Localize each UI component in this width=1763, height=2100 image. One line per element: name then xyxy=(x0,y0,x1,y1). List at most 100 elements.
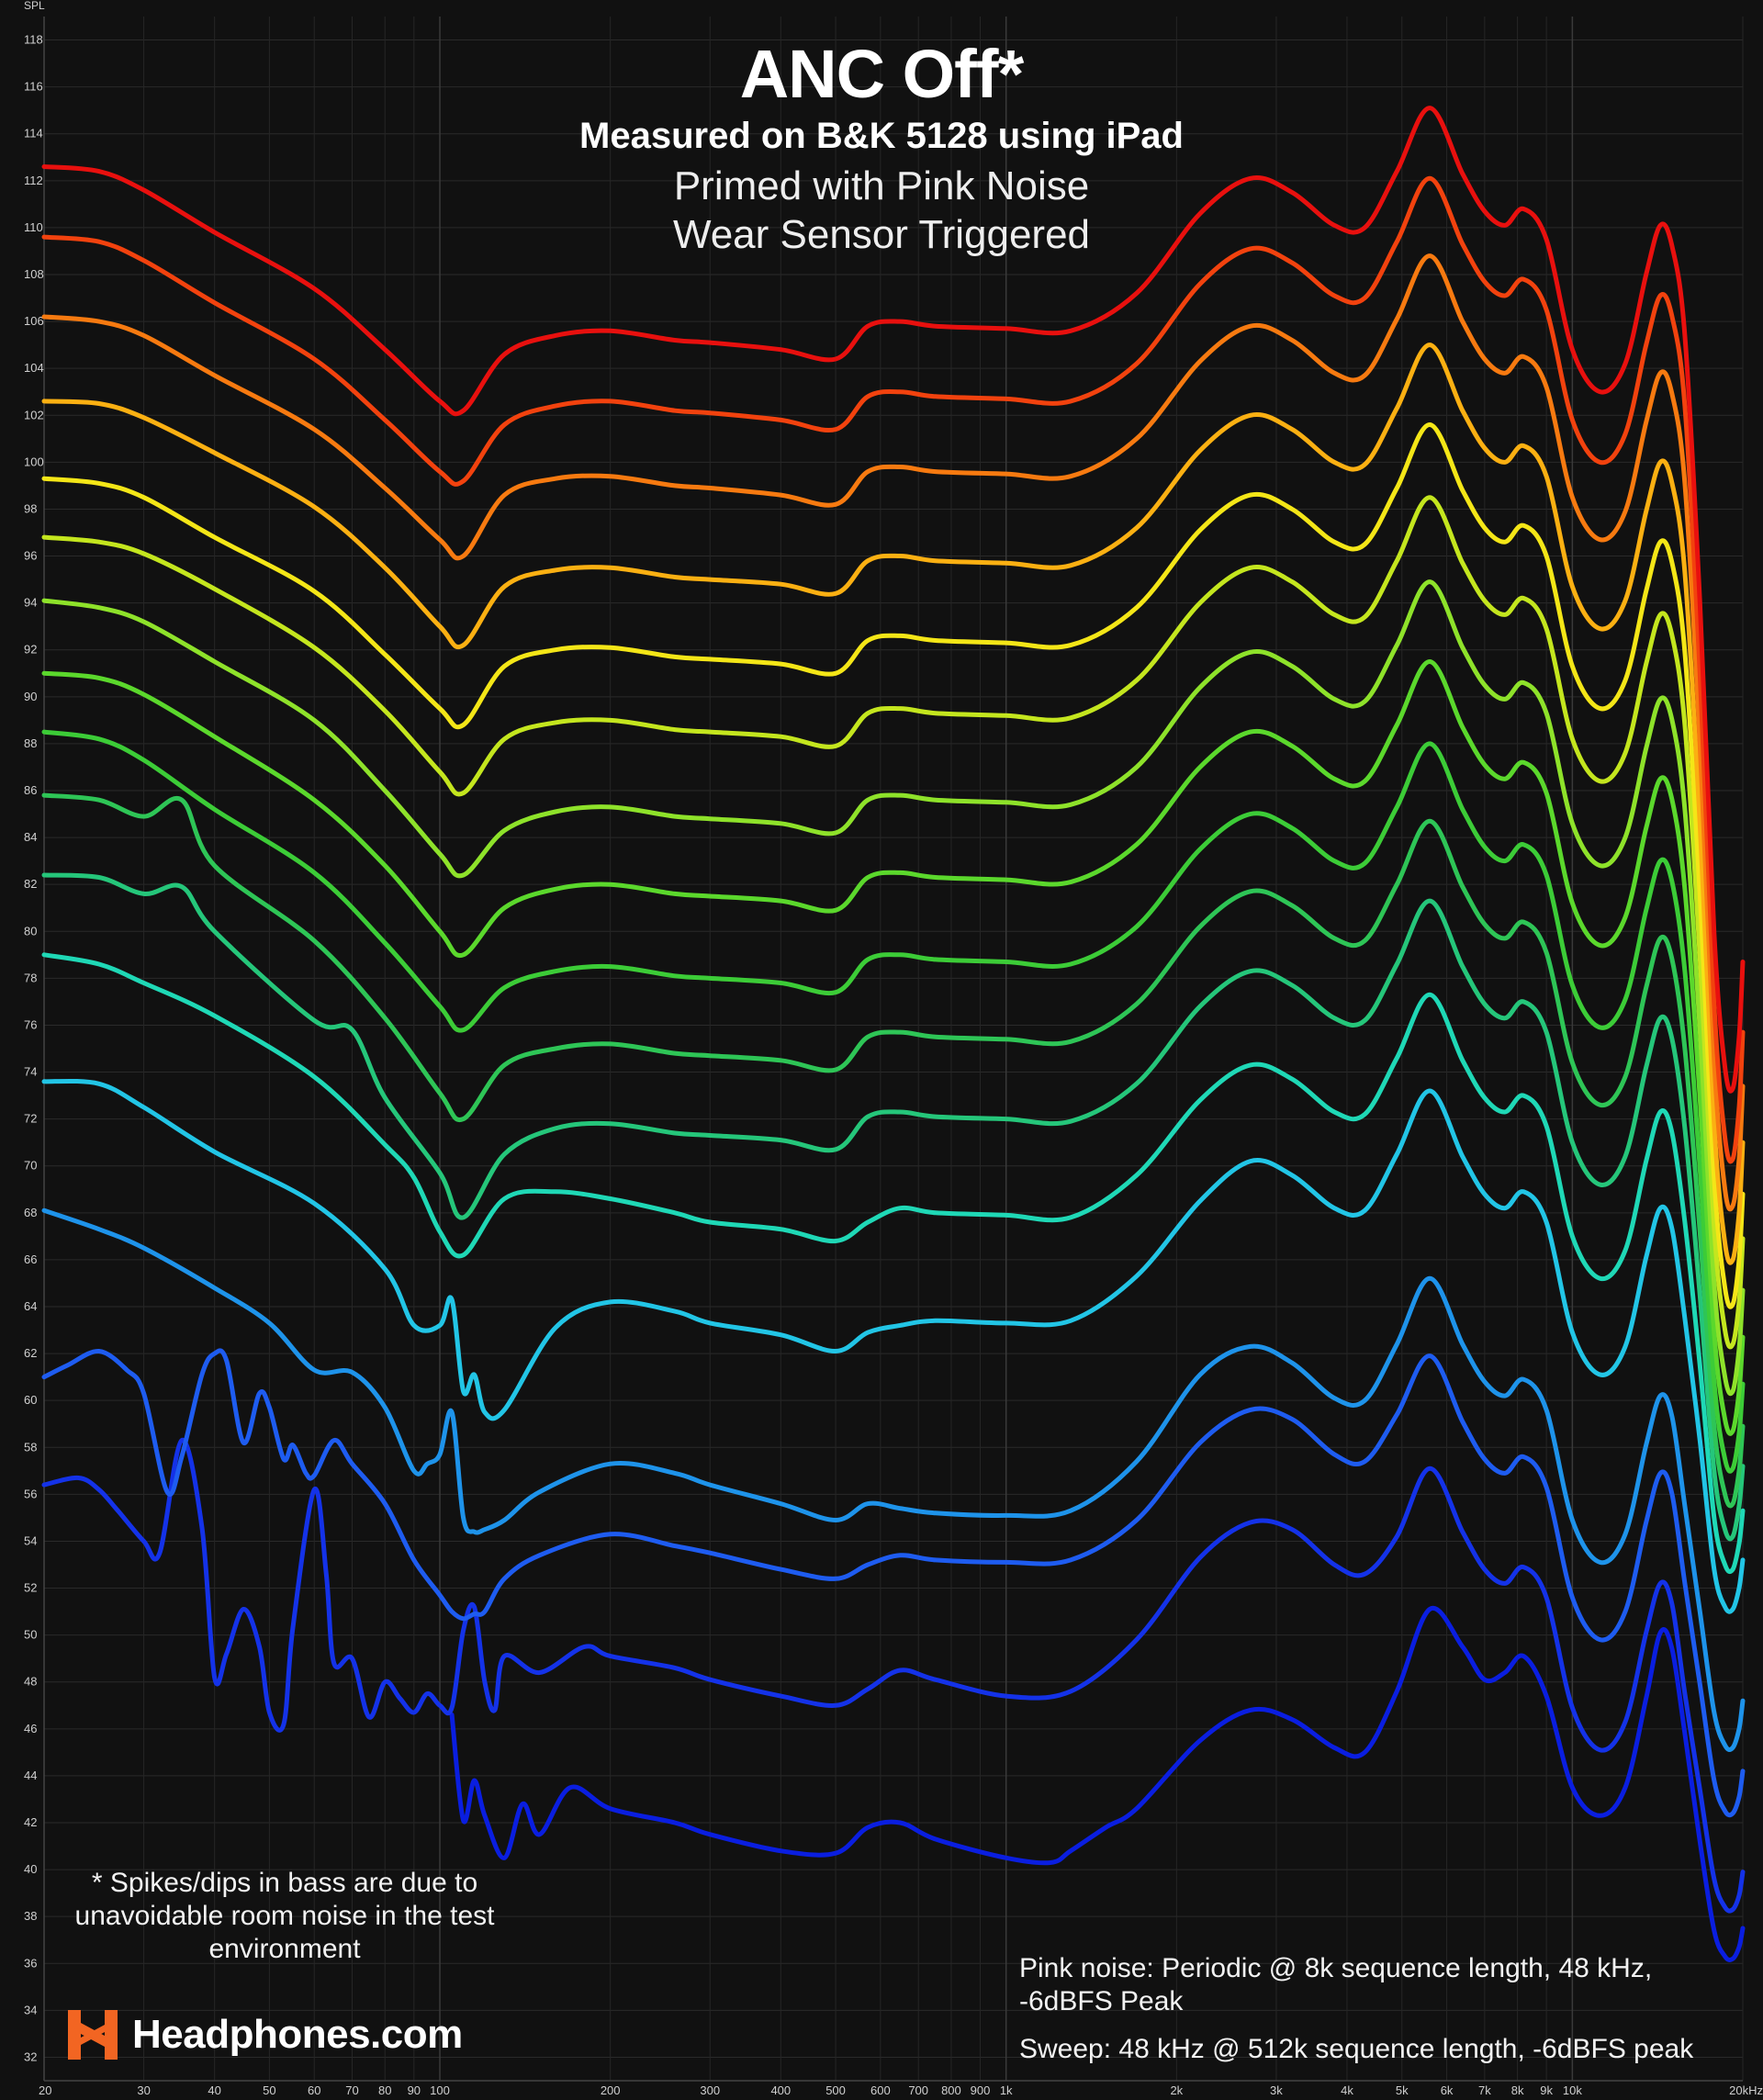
series-line xyxy=(41,422,1746,1309)
y-tick-label: 50 xyxy=(24,1628,37,1642)
y-tick-label: 72 xyxy=(24,1112,37,1126)
x-tick-label: 700 xyxy=(908,2083,928,2097)
chart-subtitle: Measured on B&K 5128 using iPad xyxy=(579,116,1184,156)
series-line xyxy=(41,1438,1746,1914)
y-tick-label: 36 xyxy=(24,1956,37,1970)
y-tick-label: 60 xyxy=(24,1393,37,1407)
x-tick-label: 900 xyxy=(971,2083,991,2097)
x-tick-label: 300 xyxy=(700,2083,720,2097)
y-tick-label: 80 xyxy=(24,924,37,938)
x-tick-label: 5k xyxy=(1396,2083,1409,2097)
y-tick-label: 32 xyxy=(24,2049,37,2063)
pink-noise-method: Pink noise: Periodic @ 8k sequence lengt… xyxy=(1019,1953,1653,2016)
y-tick-label: 58 xyxy=(24,1440,37,1454)
headphones-logo-icon xyxy=(68,2010,118,2060)
x-tick-label: 1k xyxy=(1000,2083,1013,2097)
y-tick-label: 110 xyxy=(24,220,43,234)
series-line xyxy=(41,1348,1746,1818)
y-tick-label: 56 xyxy=(24,1487,37,1500)
y-tick-label: 52 xyxy=(24,1581,37,1595)
y-tick-label: 38 xyxy=(24,1909,37,1923)
series-line xyxy=(41,106,1746,1094)
x-tick-label: 8k xyxy=(1511,2083,1524,2097)
y-tick-label: 86 xyxy=(24,783,37,797)
y-tick-label: 104 xyxy=(24,361,44,375)
series-line xyxy=(41,343,1746,1265)
x-tick-label: 40 xyxy=(208,2083,220,2097)
series-line xyxy=(41,175,1746,1164)
series-line xyxy=(41,579,1746,1397)
x-tick-label: 3k xyxy=(1270,2083,1283,2097)
x-tick-label: 2k xyxy=(1170,2083,1183,2097)
x-tick-label: 90 xyxy=(408,2083,421,2097)
x-tick-label: 600 xyxy=(870,2083,891,2097)
series-line xyxy=(449,1605,1746,1962)
x-tick-label: 7k xyxy=(1478,2083,1491,2097)
y-tick-label: 40 xyxy=(24,1862,37,1876)
y-tick-label: 66 xyxy=(24,1252,37,1266)
brand-name: Headphones.com xyxy=(132,2012,463,2057)
chart-title: ANC Off* xyxy=(739,36,1025,112)
y-tick-label: 44 xyxy=(24,1769,37,1782)
series-line xyxy=(41,729,1746,1474)
y-tick-label: 42 xyxy=(24,1815,37,1829)
y-tick-label: 114 xyxy=(24,127,43,140)
y-tick-label: 64 xyxy=(24,1299,37,1313)
y-tick-label: 68 xyxy=(24,1206,37,1219)
series-line xyxy=(41,253,1746,1212)
y-tick-label: 92 xyxy=(24,643,37,657)
headphones-logo: Headphones.com xyxy=(68,2007,463,2062)
series-line xyxy=(41,792,1746,1509)
y-tick-label: 88 xyxy=(24,736,37,750)
y-tick-label: 62 xyxy=(24,1346,37,1360)
x-tick-label: 20 xyxy=(39,2083,51,2097)
y-tick-label: 94 xyxy=(24,596,37,610)
y-tick-label: 82 xyxy=(24,877,37,891)
series-lines xyxy=(41,106,1746,1962)
x-tick-label: 30 xyxy=(137,2083,150,2097)
priming-note: Primed with Pink Noise xyxy=(673,163,1090,208)
y-tick-label: 96 xyxy=(24,549,37,563)
sweep-method: Sweep: 48 kHz @ 512k sequence length, -6… xyxy=(1019,2034,1694,2064)
y-tick-label: 98 xyxy=(24,501,37,515)
x-tick-label: 80 xyxy=(378,2083,391,2097)
y-tick-label: 84 xyxy=(24,830,37,844)
series-line xyxy=(41,659,1746,1436)
y-tick-label: 112 xyxy=(24,174,43,187)
y-tick-label: 76 xyxy=(24,1017,37,1031)
bass-noise-footnote: * Spikes/dips in bass are due to unavoid… xyxy=(74,1868,495,1964)
y-tick-label: 74 xyxy=(24,1065,37,1079)
y-tick-label: 118 xyxy=(24,33,43,47)
y-axis-label: SPL xyxy=(24,0,45,12)
x-tick-label: 400 xyxy=(770,2083,791,2097)
x-tick-label: 9k xyxy=(1540,2083,1553,2097)
x-tick-label: 60 xyxy=(308,2083,320,2097)
series-line xyxy=(41,1078,1746,1614)
x-tick-label: 800 xyxy=(941,2083,961,2097)
x-tick-label: 4k xyxy=(1341,2083,1353,2097)
x-tick-label: 20kHz xyxy=(1729,2083,1763,2097)
y-tick-label: 106 xyxy=(24,314,44,328)
series-line xyxy=(41,952,1746,1575)
x-tick-label: 10k xyxy=(1563,2083,1582,2097)
x-axis-ticks: 20 30 40 50 60 70 80 90 100 200 300 400 500 600 700 800… xyxy=(39,2083,1763,2097)
y-tick-label: 34 xyxy=(24,2003,37,2016)
x-tick-label: 500 xyxy=(825,2083,846,2097)
y-tick-label: 108 xyxy=(24,267,44,281)
x-tick-label: 100 xyxy=(430,2083,450,2097)
x-tick-label: 6k xyxy=(1441,2083,1454,2097)
y-tick-label: 54 xyxy=(24,1533,37,1547)
y-tick-label: 46 xyxy=(24,1722,37,1735)
series-line xyxy=(41,1207,1746,1752)
series-line xyxy=(41,872,1746,1542)
y-tick-label: 90 xyxy=(24,690,37,703)
series-line xyxy=(41,495,1746,1350)
y-tick-label: 48 xyxy=(24,1675,37,1689)
wear-sensor-note: Wear Sensor Triggered xyxy=(672,212,1091,257)
x-tick-label: 50 xyxy=(263,2083,275,2097)
y-tick-label: 102 xyxy=(24,408,44,421)
y-axis-ticks: 32 34 36 38 40 42 44 46 48 50 52 54 56 58 60 62 64 66 68 70… xyxy=(24,33,44,2064)
y-tick-label: 116 xyxy=(24,80,43,94)
chart-grid xyxy=(43,17,1744,2082)
